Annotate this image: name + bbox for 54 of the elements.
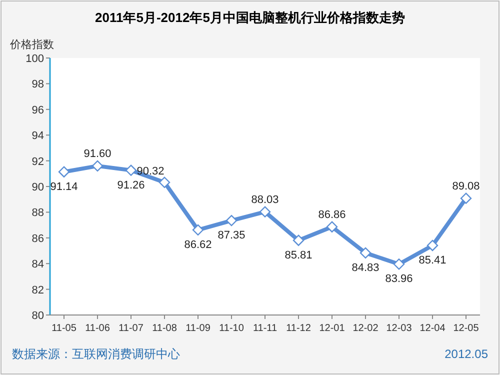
point: [460, 192, 472, 204]
x-tick-label: 11-07: [118, 323, 144, 334]
data-label: 85.41: [418, 254, 446, 266]
text: 2012.05: [444, 347, 488, 361]
y-tick-label: 90: [32, 182, 44, 194]
data-label: 86.86: [318, 208, 346, 221]
x-tick-label: 11-06: [85, 323, 110, 334]
x-tick-label: 11-10: [219, 323, 244, 334]
point: [393, 258, 405, 270]
point: [92, 160, 104, 172]
point: [326, 221, 338, 232]
data-label: 83.96: [385, 273, 413, 286]
y-tick-label: 94: [32, 130, 44, 142]
point: [125, 164, 137, 176]
y-tick-label: 92: [32, 156, 44, 168]
y-tick-label: 86: [32, 232, 44, 245]
point: [58, 166, 70, 178]
data-label: 85.81: [284, 249, 312, 262]
y-tick-label: 80: [32, 310, 44, 322]
y-tick-label: 82: [32, 284, 44, 296]
data-label: 91.26: [117, 179, 145, 192]
data-label: 84.83: [352, 262, 380, 274]
point: [226, 214, 238, 226]
point: [192, 224, 204, 236]
data-label: 88.03: [251, 194, 279, 206]
point: [426, 240, 438, 252]
point: [360, 247, 372, 259]
point: [158, 176, 170, 188]
y-tick-label: 88: [32, 207, 44, 220]
y-tick-label: 96: [32, 104, 44, 116]
x-tick-label: 12-03: [386, 323, 412, 334]
point: [259, 206, 271, 218]
x-tick-label: 12-04: [420, 323, 446, 334]
y-tick-label: 100: [26, 53, 44, 65]
x-tick-label: 11-09: [186, 323, 211, 334]
data-label: 91.60: [84, 148, 112, 160]
x-tick-label: 11-12: [286, 323, 312, 334]
x-tick-label: 11-05: [52, 323, 77, 334]
source-note: 数据来源：互联网消费调研中心: [12, 347, 180, 361]
x-tick-label: 11-08: [152, 323, 178, 334]
data-label: 90.32: [136, 165, 164, 178]
point: [292, 234, 304, 246]
x-tick-label: 12-02: [352, 323, 379, 334]
data-label: 91.14: [50, 180, 78, 193]
y-tick-label: 84: [32, 258, 44, 271]
data-label: 87.35: [218, 230, 246, 242]
data-label: 86.62: [184, 238, 212, 251]
x-tick-label: 12-05: [453, 323, 480, 334]
data-label: 89.08: [452, 180, 480, 192]
y-tick-label: 98: [32, 78, 44, 91]
chart-title: 2011年5月-2012年5月中国电脑整机行业价格指数走势: [95, 10, 405, 25]
y-axis-title: 价格指数: [9, 39, 54, 51]
x-tick-label: 11-11: [252, 323, 278, 334]
x-tick-label: 12-01: [319, 323, 346, 334]
